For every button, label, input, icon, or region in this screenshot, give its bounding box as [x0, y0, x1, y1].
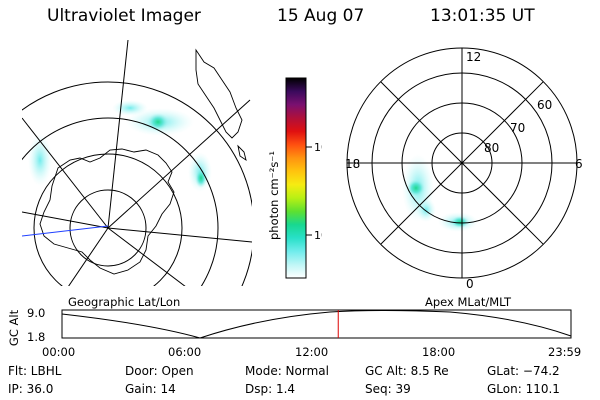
- mlt-line-diag-2: [380, 81, 544, 245]
- colorbar-tick-label-10: 10: [314, 229, 322, 242]
- timeline-y-tick-top: 9.0: [27, 306, 46, 320]
- timeline-x-tick-1200: 12:00: [295, 345, 329, 359]
- aurora-emission-right: [402, 154, 478, 232]
- mlat-label-70: 70: [510, 121, 525, 135]
- mlt-label-18: 18: [345, 157, 360, 171]
- timeline-frame: [61, 309, 572, 339]
- altitude-curve: [61, 310, 572, 339]
- colorbar-unit-label: photon cm⁻²s⁻¹: [267, 151, 281, 240]
- info-gain: Gain: 14: [125, 382, 176, 396]
- geographic-map: [22, 40, 252, 286]
- meridian-lines: [22, 40, 252, 286]
- colorbar-scale: [285, 77, 307, 279]
- info-door: Door: Open: [125, 364, 194, 378]
- timeline-y-tick-bottom: 1.8: [27, 330, 46, 344]
- info-glon: GLon: 110.1: [487, 382, 560, 396]
- latitude-circles: [22, 81, 252, 286]
- mlt-label-0: 0: [466, 277, 474, 291]
- mlt-label-6: 6: [575, 157, 583, 171]
- colorbar-tick-label-100: 100: [314, 141, 322, 154]
- intensity-colorbar: 100 10 photon cm⁻²s⁻¹: [267, 77, 322, 279]
- info-gc-alt: GC Alt: 8.5 Re: [365, 364, 449, 378]
- magnetic-map: 12 18 6 0 60 70 80: [345, 47, 583, 291]
- aurora-emission-left: [28, 100, 212, 192]
- timeline-x-tick-1800: 18:00: [422, 345, 456, 359]
- mlt-label-12: 12: [466, 50, 481, 64]
- timeline-x-tick-0000: 00:00: [42, 345, 76, 359]
- info-ip: IP: 36.0: [8, 382, 54, 396]
- australia-coastline: [195, 48, 243, 139]
- left-map-caption: Geographic Lat/Lon: [68, 295, 181, 309]
- date-label: 15 Aug 07: [277, 6, 365, 26]
- orbit-track-line: [22, 225, 109, 237]
- info-flt: Flt: LBHL: [8, 364, 62, 378]
- right-map-caption: Apex MLat/MLT: [425, 295, 512, 309]
- time-label: 13:01:35 UT: [430, 6, 535, 26]
- mlat-label-80: 80: [484, 141, 499, 155]
- mlat-label-60: 60: [537, 98, 552, 112]
- instrument-title: Ultraviolet Imager: [47, 6, 201, 26]
- timeline-x-tick-0600: 06:00: [168, 345, 202, 359]
- antarctica-coastline: [39, 148, 175, 275]
- info-mode: Mode: Normal: [245, 364, 329, 378]
- altitude-timeline-plot: [61, 309, 572, 339]
- new-zealand-coastline: [237, 144, 247, 162]
- info-seq: Seq: 39: [365, 382, 411, 396]
- timeline-x-tick-2359: 23:59: [548, 345, 582, 359]
- info-dsp: Dsp: 1.4: [245, 382, 296, 396]
- info-glat: GLat: −74.2: [487, 364, 560, 378]
